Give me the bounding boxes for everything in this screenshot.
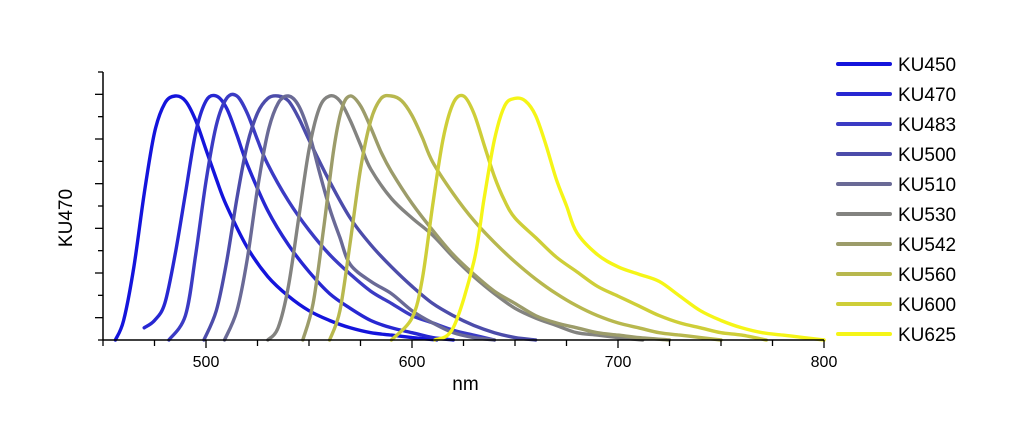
legend-label: KU500 — [898, 145, 956, 166]
legend-item-ku510: KU510 — [836, 175, 956, 196]
legend-item-ku470: KU470 — [836, 85, 956, 106]
legend-label: KU450 — [898, 55, 956, 76]
x-tick-label-700: 700 — [605, 354, 632, 371]
x-tick-label-600: 600 — [399, 354, 426, 371]
y-axis-title: KU470 — [56, 189, 77, 247]
series-line-ku470 — [142, 93, 455, 342]
axes: 500 600 700 800 — [95, 71, 838, 371]
legend-label: KU542 — [898, 235, 956, 256]
legend-label: KU510 — [898, 175, 956, 196]
legend-label: KU470 — [898, 85, 956, 106]
legend-item-ku542: KU542 — [836, 235, 956, 256]
x-ticks: 500 600 700 800 — [102, 340, 838, 371]
legend: KU450 KU470 KU483 KU500 KU510 KU530 KU542 KU560… — [836, 55, 956, 346]
legend-label: KU483 — [898, 115, 956, 136]
series-line-ku450 — [113, 94, 439, 342]
series-line-ku600 — [389, 93, 768, 342]
series-curves — [113, 92, 826, 342]
series-line-ku510 — [222, 94, 497, 342]
legend-label: KU530 — [898, 205, 956, 226]
series-line-ku560 — [327, 93, 723, 342]
y-ticks — [95, 71, 103, 341]
legend-label: KU625 — [898, 325, 956, 346]
x-tick-label-500: 500 — [193, 354, 220, 371]
legend-item-ku600: KU600 — [836, 295, 956, 316]
legend-item-ku483: KU483 — [836, 115, 956, 136]
series-line-ku542 — [301, 94, 672, 342]
series-line-ku530 — [266, 93, 645, 342]
legend-item-ku625: KU625 — [836, 325, 956, 346]
legend-item-ku500: KU500 — [836, 145, 956, 166]
series-line-ku625 — [433, 96, 826, 342]
legend-item-ku530: KU530 — [836, 205, 956, 226]
legend-item-ku450: KU450 — [836, 55, 956, 76]
legend-label: KU560 — [898, 265, 956, 286]
x-axis-title: nm — [452, 374, 478, 395]
x-tick-label-800: 800 — [811, 354, 838, 371]
legend-item-ku560: KU560 — [836, 265, 956, 286]
legend-label: KU600 — [898, 295, 956, 316]
